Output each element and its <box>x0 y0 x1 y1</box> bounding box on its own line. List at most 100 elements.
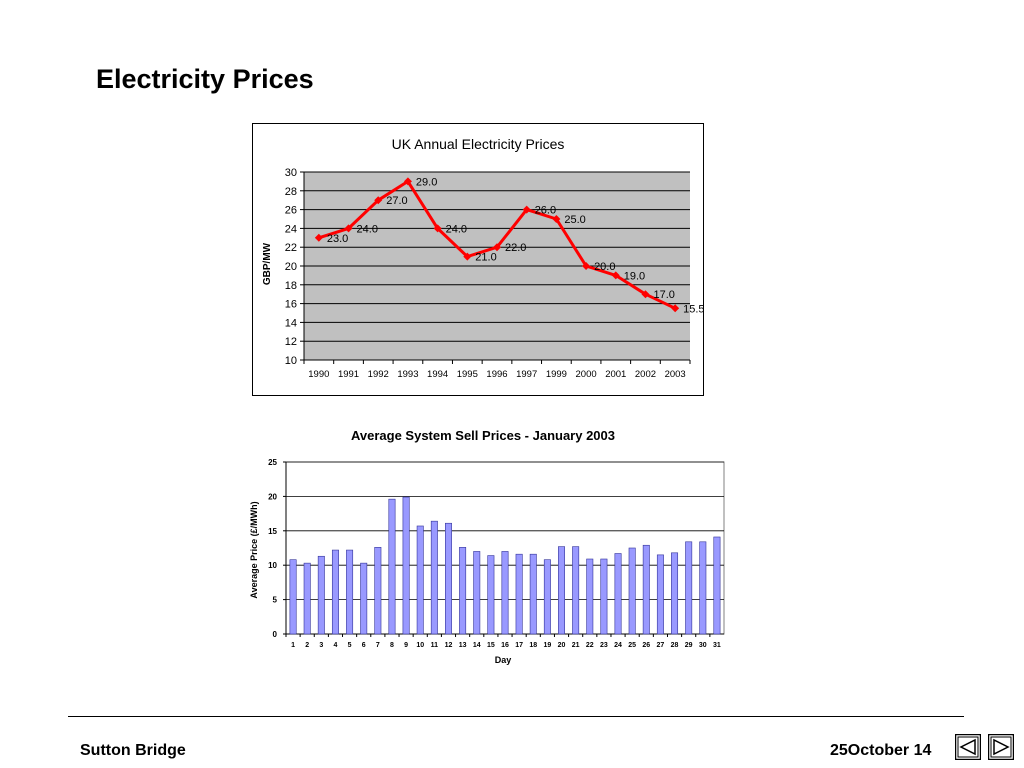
x-tick-label: 3 <box>319 642 323 649</box>
bar <box>303 562 311 635</box>
data-point <box>552 215 561 223</box>
data-point <box>403 177 412 186</box>
x-tick-label: 27 <box>657 642 665 649</box>
x-tick-label: 25 <box>628 642 636 649</box>
x-tick-label: 6 <box>362 642 366 649</box>
x-tick-label: 11 <box>431 642 439 649</box>
bar <box>473 551 481 635</box>
x-tick-label: 5 <box>348 642 352 649</box>
triangle-right-icon <box>988 734 1014 760</box>
data-point <box>433 224 442 233</box>
x-tick-label: 1991 <box>338 369 359 380</box>
data-point <box>671 304 680 313</box>
x-tick-label: 31 <box>713 642 721 649</box>
next-slide-button[interactable] <box>988 734 1014 760</box>
y-tick-label: 20 <box>285 261 297 273</box>
bar <box>600 558 608 635</box>
y-tick-label: 12 <box>285 336 297 348</box>
bar <box>374 547 382 635</box>
triangle-left-icon <box>955 734 981 760</box>
data-point <box>522 205 531 214</box>
y-tick-label: 5 <box>273 596 278 605</box>
x-tick-label: 2003 <box>665 369 686 380</box>
bar <box>501 551 509 635</box>
bar <box>459 547 467 635</box>
x-tick-label: 14 <box>473 642 481 649</box>
x-tick-label: 9 <box>404 642 408 649</box>
x-tick-label: 7 <box>376 642 380 649</box>
data-label: 26.0 <box>535 205 556 217</box>
bar <box>529 553 537 635</box>
x-tick-label: 30 <box>699 642 707 649</box>
bar <box>614 553 622 635</box>
bar <box>515 553 523 635</box>
bar <box>487 555 495 635</box>
x-tick-label: 16 <box>501 642 509 649</box>
bar <box>713 536 721 635</box>
bar <box>628 547 636 635</box>
data-point <box>493 243 501 252</box>
y-tick-label: 14 <box>285 317 297 329</box>
y-tick-label: 25 <box>268 458 277 467</box>
x-tick-label: 1993 <box>397 369 418 380</box>
y-tick-label: 24 <box>285 223 297 235</box>
data-label: 20.0 <box>594 261 615 273</box>
data-point <box>582 262 591 270</box>
y-tick-label: 28 <box>285 186 297 198</box>
y-tick-label: 18 <box>285 280 297 292</box>
data-label: 27.0 <box>386 195 407 207</box>
sell-price-bar-chart: Average System Sell Prices - January 200… <box>249 428 725 665</box>
bar <box>360 562 368 635</box>
y-tick-label: 10 <box>285 355 297 367</box>
bar <box>699 541 707 635</box>
y-tick-label: 30 <box>285 167 297 179</box>
data-point <box>314 233 323 242</box>
x-tick-label: 18 <box>529 642 537 649</box>
bar <box>317 555 325 635</box>
x-tick-label: 17 <box>515 642 523 649</box>
bar <box>671 552 679 635</box>
y-tick-label: 26 <box>285 205 297 217</box>
data-point <box>463 252 472 261</box>
y-tick-label: 20 <box>268 492 277 501</box>
data-point <box>641 290 650 299</box>
bar <box>572 546 580 635</box>
y-tick-label: 10 <box>268 561 277 570</box>
y-tick-label: 16 <box>285 299 297 311</box>
y-tick-label: 0 <box>273 630 278 639</box>
data-label: 24.0 <box>446 223 467 235</box>
x-tick-label: 2002 <box>635 369 656 380</box>
x-tick-label: 1994 <box>427 369 448 380</box>
y-axis-label: Average Price (£/MWh) <box>249 501 259 598</box>
x-tick-label: 1992 <box>368 369 389 380</box>
slide-title: Electricity Prices <box>96 64 314 94</box>
bar <box>346 549 354 635</box>
data-label: 22.0 <box>505 242 526 254</box>
data-label: 24.0 <box>357 223 378 235</box>
bar <box>558 546 565 635</box>
bar <box>642 544 650 635</box>
x-tick-label: 15 <box>487 642 495 649</box>
x-tick-label: 26 <box>642 642 650 649</box>
data-point <box>344 224 353 233</box>
x-tick-label: 2001 <box>605 369 626 380</box>
x-tick-label: 19 <box>543 642 551 649</box>
data-label: 23.0 <box>327 233 348 245</box>
x-tick-label: 23 <box>600 642 608 649</box>
y-tick-label: 15 <box>268 527 277 536</box>
chart-title: Average System Sell Prices - January 200… <box>351 428 615 443</box>
previous-slide-button[interactable] <box>955 734 981 760</box>
footer-date: 25October 14 <box>830 742 932 759</box>
x-tick-label: 10 <box>416 642 424 649</box>
bar <box>543 559 551 635</box>
bar <box>430 520 438 635</box>
x-tick-label: 22 <box>586 642 594 649</box>
data-point <box>374 196 383 205</box>
x-tick-label: 28 <box>671 642 679 649</box>
bar <box>289 559 297 635</box>
y-axis-label: GBP/MW <box>262 242 273 285</box>
bar <box>331 549 339 635</box>
chart-title: UK Annual Electricity Prices <box>392 136 565 152</box>
x-tick-label: 13 <box>459 642 467 649</box>
y-tick-label: 22 <box>285 242 297 254</box>
